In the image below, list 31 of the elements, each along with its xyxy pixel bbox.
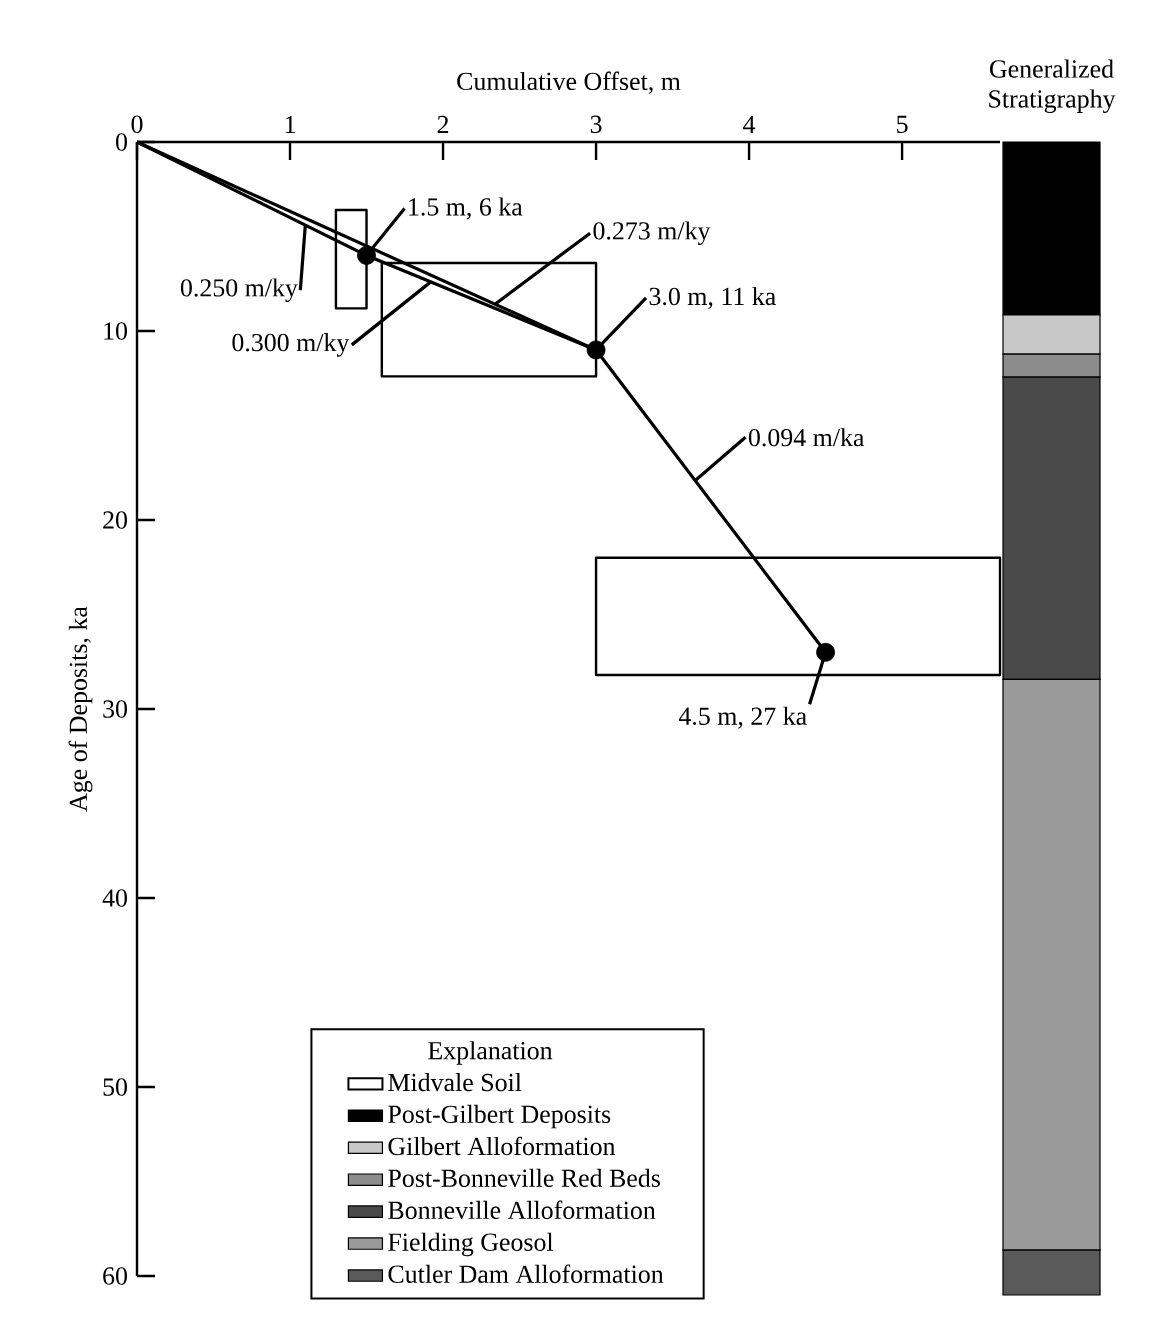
annotation: 0.094 m/ka — [748, 428, 865, 447]
annotation: 0.300 m/ky — [232, 333, 350, 357]
chart-title: Generalized Stratigraphy — [989, 59, 1116, 113]
y-tick-label: 10 — [104, 322, 127, 340]
x-tick-label: 1 — [285, 115, 295, 133]
data-label: 4.5 m, 27 ka — [678, 706, 807, 729]
x-tick-label: 2 — [437, 115, 449, 133]
legend-label: Fielding Geosol — [388, 1232, 554, 1257]
x-tick-label: 3 — [590, 115, 602, 133]
legend-label: Gilbert Alloformation — [388, 1136, 616, 1156]
y-tick-label: 0 — [116, 133, 127, 151]
legend-label: Post-Gilbert Deposits — [388, 1104, 611, 1129]
annotation: 0.250 m/ky — [180, 278, 298, 302]
legend-title: Explanation — [428, 1041, 553, 1065]
y-tick-label: 40 — [102, 889, 127, 907]
x-tick-label: 5 — [897, 115, 908, 133]
y-tick-label: 50 — [103, 1078, 127, 1096]
x-tick-label: 4 — [743, 115, 756, 133]
y-tick-label: 20 — [103, 511, 127, 529]
annotation: 0.273 m/ky — [593, 221, 711, 245]
legend-label: Bonneville Alloformation — [388, 1200, 656, 1220]
legend-label: Cutler Dam Alloformation — [388, 1264, 664, 1283]
y-axis-title: Age of Deposits, ka — [68, 606, 93, 812]
y-tick-label: 30 — [103, 700, 127, 718]
legend-label: Midvale Soil — [388, 1073, 522, 1092]
y-tick-label: 60 — [103, 1267, 127, 1285]
legend-label: Post-Bonneville Red Beds — [388, 1168, 660, 1187]
data-label: 3.0 m, 11 ka — [649, 286, 776, 309]
x-axis-title: Cumulative Offset, m — [457, 71, 681, 94]
x-tick-label: 0 — [131, 115, 143, 133]
data-label: 1.5 m, 6 ka — [409, 197, 523, 220]
